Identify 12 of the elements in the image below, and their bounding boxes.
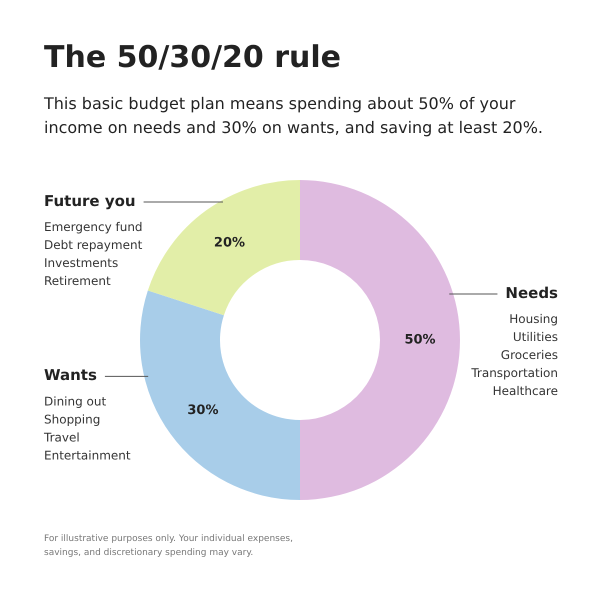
text: Emergency fund Debt repayment Investments Retirement: [44, 220, 143, 288]
slice-label: Wants: [44, 366, 97, 384]
text: Housing Utilities Groceries Transportation Healthcare: [470, 312, 558, 398]
data-label: 50%: [404, 332, 436, 348]
slice-label: Future you: [44, 192, 136, 210]
data-label: 30%: [187, 402, 218, 418]
slice-label: Needs: [505, 284, 558, 302]
text: Dining out Shopping Travel Entertainment: [43, 394, 131, 462]
chart-subtitle: This basic budget plan means spending about 50% of your income on needs and 30% on wants, and saving at least 20%.: [44, 93, 544, 139]
data-label: 20%: [214, 235, 246, 250]
chart-title: The 50/30/20 rule: [44, 40, 341, 75]
text: For illustrative purposes only. Your individual expenses, savings, and discretionary spending may vary.: [44, 533, 294, 560]
